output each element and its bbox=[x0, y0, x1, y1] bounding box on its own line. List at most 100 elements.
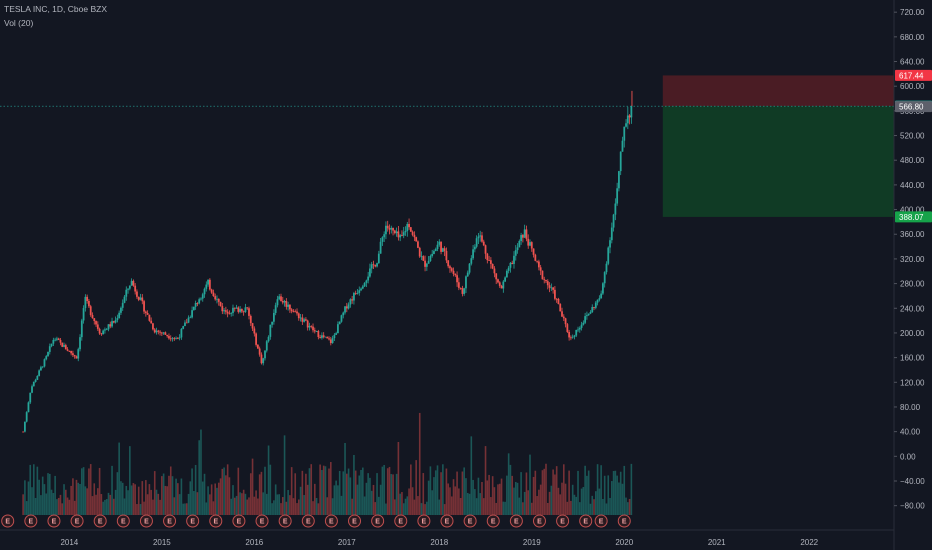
earnings-marker[interactable]: E bbox=[93, 514, 107, 528]
volume-indicator-label[interactable]: Vol (20) bbox=[4, 18, 34, 28]
earnings-marker[interactable]: E bbox=[463, 514, 477, 528]
volume-bar bbox=[34, 497, 37, 515]
earnings-marker[interactable]: E bbox=[163, 514, 177, 528]
volume-bar bbox=[586, 475, 588, 515]
earnings-marker[interactable]: E bbox=[1, 514, 15, 528]
volume-bar bbox=[239, 492, 241, 515]
earnings-marker[interactable]: E bbox=[486, 514, 500, 528]
earnings-marker-label: E bbox=[52, 519, 57, 526]
earnings-marker[interactable]: E bbox=[348, 514, 362, 528]
earnings-marker[interactable]: E bbox=[440, 514, 454, 528]
earnings-marker-label: E bbox=[5, 519, 10, 526]
volume-bar bbox=[226, 464, 229, 515]
earnings-marker[interactable]: E bbox=[70, 514, 84, 528]
candle-body bbox=[417, 241, 419, 248]
volume-bar bbox=[137, 486, 140, 515]
candle-body bbox=[196, 303, 199, 304]
candle-body bbox=[523, 229, 526, 238]
volume-bar bbox=[274, 484, 277, 515]
earnings-marker[interactable]: E bbox=[301, 514, 315, 528]
x-tick-label: 2014 bbox=[60, 538, 78, 547]
volume-bar bbox=[88, 468, 90, 515]
x-tick-label: 2016 bbox=[245, 538, 263, 547]
volume-bar bbox=[564, 483, 567, 515]
candle-body bbox=[511, 262, 514, 264]
candle-body bbox=[493, 268, 496, 274]
volume-bar bbox=[29, 464, 32, 515]
candle-body bbox=[329, 339, 332, 344]
volume-bar bbox=[413, 499, 416, 515]
candle-body bbox=[518, 240, 521, 248]
volume-bar bbox=[402, 503, 405, 515]
earnings-marker[interactable]: E bbox=[371, 514, 385, 528]
candle-body bbox=[505, 270, 508, 278]
volume-bar bbox=[255, 490, 257, 515]
candle-body bbox=[121, 302, 124, 308]
earnings-marker[interactable]: E bbox=[394, 514, 408, 528]
volume-bar bbox=[331, 498, 334, 515]
earnings-marker[interactable]: E bbox=[509, 514, 523, 528]
earnings-marker[interactable]: E bbox=[594, 514, 608, 528]
candle-body bbox=[529, 242, 531, 246]
earnings-marker[interactable]: E bbox=[278, 514, 292, 528]
volume-bar bbox=[77, 482, 80, 515]
candle-body bbox=[424, 260, 426, 267]
volume-bar bbox=[205, 502, 208, 515]
candle-body bbox=[475, 238, 478, 247]
earnings-marker-label: E bbox=[560, 519, 565, 526]
volume-bar bbox=[397, 441, 400, 515]
earnings-marker[interactable]: E bbox=[417, 514, 431, 528]
volume-bar bbox=[449, 487, 451, 515]
candle-body bbox=[498, 282, 501, 286]
volume-bar bbox=[321, 470, 323, 515]
candle-body bbox=[104, 329, 106, 331]
candle-body bbox=[461, 288, 464, 294]
earnings-marker[interactable]: E bbox=[186, 514, 200, 528]
candle-body bbox=[488, 260, 490, 261]
volume-bar bbox=[548, 491, 551, 515]
volume-bar bbox=[514, 481, 517, 515]
candle-body bbox=[43, 359, 46, 367]
earnings-marker[interactable]: E bbox=[255, 514, 269, 528]
volume-bar bbox=[607, 475, 610, 515]
candle-body bbox=[626, 115, 629, 124]
earnings-marker[interactable]: E bbox=[24, 514, 38, 528]
candle-body bbox=[274, 305, 277, 313]
earnings-marker-circle bbox=[116, 514, 130, 528]
candle-body bbox=[93, 318, 96, 322]
y-axis: 720.00680.00640.00600.00560.00520.00480.… bbox=[893, 0, 925, 550]
earnings-marker[interactable]: E bbox=[579, 514, 593, 528]
volume-bar bbox=[139, 504, 142, 515]
y-tick-label: 440.00 bbox=[900, 181, 925, 190]
volume-bar bbox=[216, 487, 218, 515]
candle-body bbox=[88, 300, 90, 307]
earnings-marker[interactable]: E bbox=[617, 514, 631, 528]
volume-bar bbox=[614, 470, 617, 515]
volume-bar bbox=[155, 489, 158, 515]
volume-bar bbox=[289, 495, 291, 515]
earnings-marker[interactable]: E bbox=[116, 514, 130, 528]
candle-body bbox=[59, 340, 62, 343]
volume-bar bbox=[141, 481, 144, 515]
candle-body bbox=[386, 225, 389, 229]
volume-bar bbox=[411, 487, 414, 515]
candle-body bbox=[96, 324, 99, 329]
earnings-marker[interactable]: E bbox=[556, 514, 570, 528]
earnings-marker[interactable]: E bbox=[209, 514, 223, 528]
candle-body bbox=[509, 262, 512, 268]
candle-body bbox=[155, 330, 158, 333]
earnings-marker[interactable]: E bbox=[532, 514, 546, 528]
earnings-marker[interactable]: E bbox=[139, 514, 153, 528]
earnings-marker[interactable]: E bbox=[232, 514, 246, 528]
candle-body bbox=[73, 355, 76, 357]
candle-body bbox=[164, 332, 167, 335]
volume-bar bbox=[566, 501, 569, 515]
earnings-marker[interactable]: E bbox=[324, 514, 338, 528]
earnings-marker-label: E bbox=[213, 519, 218, 526]
volume-bar bbox=[278, 494, 281, 515]
volume-bar bbox=[338, 470, 341, 515]
candle-body bbox=[612, 214, 615, 228]
volume-bar bbox=[388, 466, 391, 515]
earnings-marker[interactable]: E bbox=[47, 514, 61, 528]
